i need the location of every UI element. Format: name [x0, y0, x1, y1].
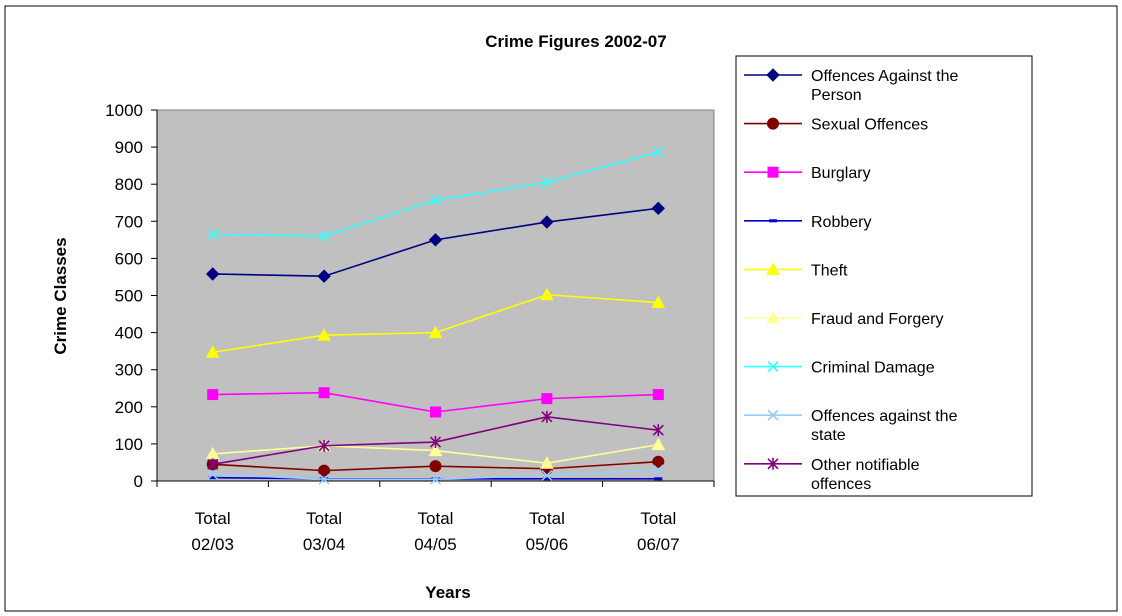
legend-label: Fraud and Forgery — [811, 311, 944, 328]
y-tick-label: 1000 — [105, 101, 143, 120]
y-tick-label: 300 — [115, 361, 143, 380]
data-point — [651, 201, 666, 216]
data-point — [652, 146, 664, 158]
legend-item: Robbery — [744, 214, 871, 231]
data-point — [652, 464, 664, 476]
legend-swatch-marker — [767, 409, 779, 421]
x-tick-label: Total 03/04 — [303, 509, 346, 554]
series-7 — [207, 464, 664, 485]
data-point — [429, 473, 442, 485]
legend-label: Offences Against the Person — [811, 68, 958, 104]
data-point — [651, 295, 666, 309]
data-point — [428, 233, 443, 247]
data-point — [318, 230, 330, 242]
data-point — [207, 458, 219, 471]
data-point — [205, 345, 220, 358]
legend-swatch-marker — [767, 117, 779, 130]
x-tick-label: Total 05/06 — [526, 509, 569, 554]
chart-title: Crime Figures 2002-07 — [485, 32, 666, 51]
data-point — [429, 460, 442, 473]
legend-item: Sexual Offences — [744, 117, 928, 134]
y-tick-label: 0 — [134, 472, 143, 491]
y-tick-label: 700 — [115, 212, 143, 231]
legend-box — [735, 55, 1033, 497]
data-point — [428, 325, 443, 339]
data-point — [541, 469, 553, 482]
data-point — [205, 267, 220, 281]
data-point — [654, 477, 663, 481]
series-layer — [205, 146, 666, 485]
data-point — [540, 456, 554, 469]
legend-item: Other notifiable offences — [744, 457, 920, 493]
series-2 — [207, 387, 664, 418]
data-point — [429, 436, 442, 449]
legend-swatch-marker — [766, 68, 780, 82]
data-point — [542, 477, 551, 481]
legend-label: Criminal Damage — [811, 360, 935, 377]
data-point — [652, 389, 664, 401]
data-point — [651, 437, 666, 451]
legend-label: Robbery — [811, 214, 871, 231]
series-8 — [207, 410, 664, 471]
legend-item: Burglary — [744, 165, 871, 182]
data-point — [652, 424, 664, 437]
y-tick-label: 800 — [115, 175, 143, 194]
data-point — [430, 406, 441, 418]
x-tick-label: Total 06/07 — [637, 509, 680, 554]
x-tick-label: Total 02/03 — [191, 509, 234, 554]
series-0 — [205, 201, 666, 283]
data-point — [428, 443, 443, 457]
data-point — [429, 194, 442, 206]
data-point — [540, 287, 554, 301]
data-point — [207, 468, 219, 480]
y-tick-label: 900 — [115, 138, 143, 157]
legend-item: Offences Against the Person — [744, 68, 958, 104]
y-tick-label: 500 — [115, 287, 143, 306]
y-tick-label: 400 — [115, 324, 143, 343]
legend-item: Offences against the state — [744, 408, 958, 444]
data-point — [318, 387, 330, 399]
data-point — [318, 464, 331, 477]
legend-label: Sexual Offences — [811, 117, 928, 134]
legend-swatch-marker — [766, 262, 780, 275]
y-axis-title: Crime Classes — [51, 237, 70, 354]
data-point — [207, 389, 219, 401]
legend-swatch-marker — [767, 166, 779, 178]
x-axis-title: Years — [425, 583, 470, 602]
data-point — [208, 476, 217, 480]
legend-swatch-marker — [767, 361, 779, 373]
data-point — [540, 215, 554, 229]
legend-item: Criminal Damage — [744, 360, 935, 377]
data-point — [541, 393, 553, 405]
plot-area — [156, 109, 715, 482]
y-tick-label: 100 — [115, 435, 143, 454]
x-tick-label: Total 04/05 — [414, 509, 457, 554]
series-4 — [205, 287, 666, 358]
series-6 — [207, 146, 664, 242]
data-point — [541, 410, 553, 423]
data-point — [317, 269, 331, 283]
legend-label: Offences against the state — [811, 408, 958, 444]
legend-label: Other notifiable offences — [811, 457, 920, 493]
legend-label: Theft — [811, 262, 848, 279]
data-point — [318, 439, 330, 452]
legend-item: Fraud and Forgery — [744, 310, 944, 328]
legend-swatch-marker — [767, 457, 779, 470]
legend-swatch-marker — [769, 219, 777, 223]
y-tick-label: 600 — [115, 249, 143, 268]
data-point — [652, 455, 665, 468]
legend: Offences Against the Person Sexual Offence… — [735, 55, 1033, 497]
data-point — [541, 176, 553, 188]
data-point — [207, 228, 219, 240]
legend-label: Burglary — [811, 165, 871, 182]
y-tick-label: 200 — [115, 398, 143, 417]
data-point — [317, 328, 331, 341]
data-point — [318, 473, 330, 485]
legend-swatch-marker — [766, 310, 780, 324]
axes: 0 100 200 300 400 500 600 700 800 900 1000 Total 02/… — [105, 101, 715, 554]
legend-item: Theft — [744, 262, 848, 279]
